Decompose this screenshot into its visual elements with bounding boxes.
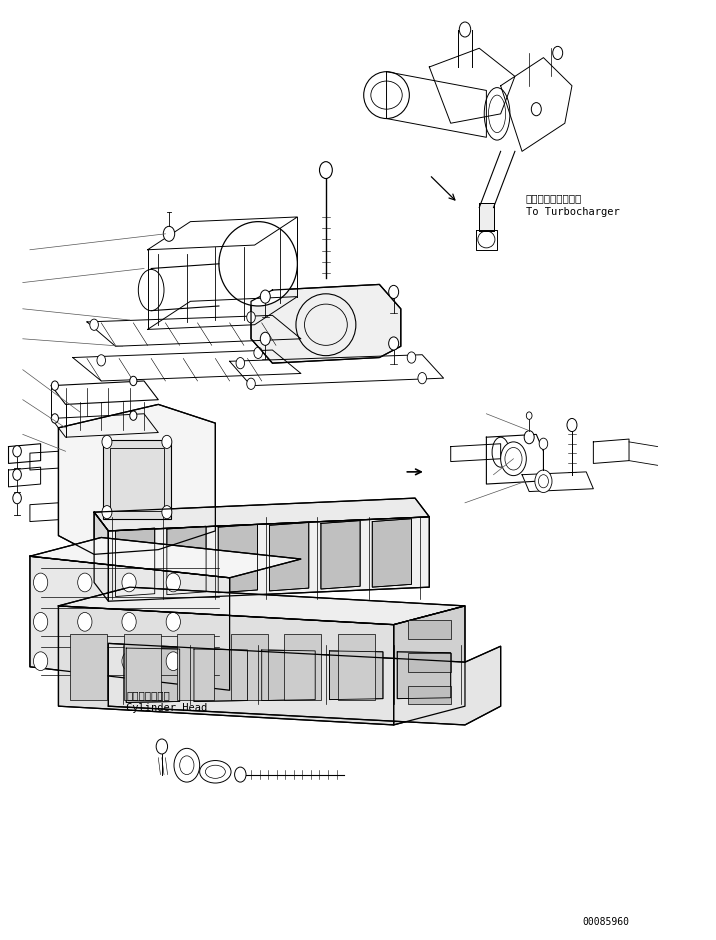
Polygon shape [262,650,315,700]
Circle shape [319,162,332,179]
Ellipse shape [219,222,297,306]
Circle shape [90,319,98,330]
Circle shape [389,286,399,299]
Circle shape [78,613,92,631]
Polygon shape [94,512,108,602]
Circle shape [162,435,172,448]
Circle shape [13,446,21,457]
Polygon shape [126,648,180,702]
Circle shape [34,651,48,670]
Polygon shape [329,650,383,699]
Circle shape [166,651,180,670]
Polygon shape [479,203,493,231]
Circle shape [78,651,92,670]
Circle shape [418,372,427,384]
Circle shape [567,418,577,431]
Polygon shape [167,526,206,595]
Text: シリンダヘッド
Cylinder Head: シリンダヘッド Cylinder Head [126,690,208,713]
Circle shape [174,748,200,782]
Bar [70,634,107,699]
Polygon shape [59,404,216,555]
Circle shape [407,352,416,363]
Bar [408,652,450,671]
Circle shape [97,354,105,366]
Circle shape [261,332,270,345]
Text: ターボチャージャヘ
To Turbocharger: ターボチャージャヘ To Turbocharger [526,194,619,217]
Bar [231,634,268,699]
Circle shape [500,442,526,476]
Circle shape [34,613,48,631]
Polygon shape [59,606,394,725]
Circle shape [553,46,563,59]
Circle shape [102,435,112,448]
Circle shape [535,470,552,493]
Bar [124,634,161,699]
Circle shape [261,290,270,304]
Polygon shape [59,588,465,625]
Polygon shape [321,521,360,589]
Polygon shape [397,651,450,698]
Polygon shape [251,285,401,363]
Circle shape [166,573,180,592]
Polygon shape [115,528,155,597]
Circle shape [52,414,59,423]
Polygon shape [108,643,500,725]
Circle shape [13,493,21,504]
Circle shape [180,756,194,775]
Circle shape [235,767,246,782]
Circle shape [34,573,48,592]
Circle shape [162,506,172,519]
Circle shape [122,573,136,592]
Circle shape [247,311,256,322]
Circle shape [130,411,137,420]
Bar [103,440,171,519]
Circle shape [505,447,522,470]
Circle shape [78,573,92,592]
Circle shape [122,651,136,670]
Circle shape [254,347,263,358]
Circle shape [526,412,532,419]
Bar [408,620,450,638]
Circle shape [52,381,59,390]
Circle shape [539,438,548,449]
Polygon shape [218,525,258,593]
Bar [338,634,374,699]
Circle shape [130,376,137,385]
Polygon shape [194,649,248,701]
Circle shape [163,227,175,242]
Circle shape [531,102,541,116]
Polygon shape [269,523,309,591]
Circle shape [247,378,256,389]
Circle shape [166,613,180,631]
Bar [408,685,450,704]
Circle shape [389,337,399,350]
Polygon shape [94,498,430,531]
Circle shape [459,22,470,37]
Bar [177,634,214,699]
Circle shape [102,506,112,519]
Text: 00085960: 00085960 [582,917,629,928]
Bar [110,447,164,511]
Polygon shape [372,519,412,588]
Circle shape [538,475,548,488]
Circle shape [156,739,168,754]
Circle shape [122,613,136,631]
Polygon shape [108,517,430,602]
Circle shape [13,469,21,480]
Circle shape [524,431,534,444]
Polygon shape [30,538,301,578]
Polygon shape [30,556,230,690]
Circle shape [236,357,245,368]
Bar [284,634,321,699]
Polygon shape [394,606,465,725]
